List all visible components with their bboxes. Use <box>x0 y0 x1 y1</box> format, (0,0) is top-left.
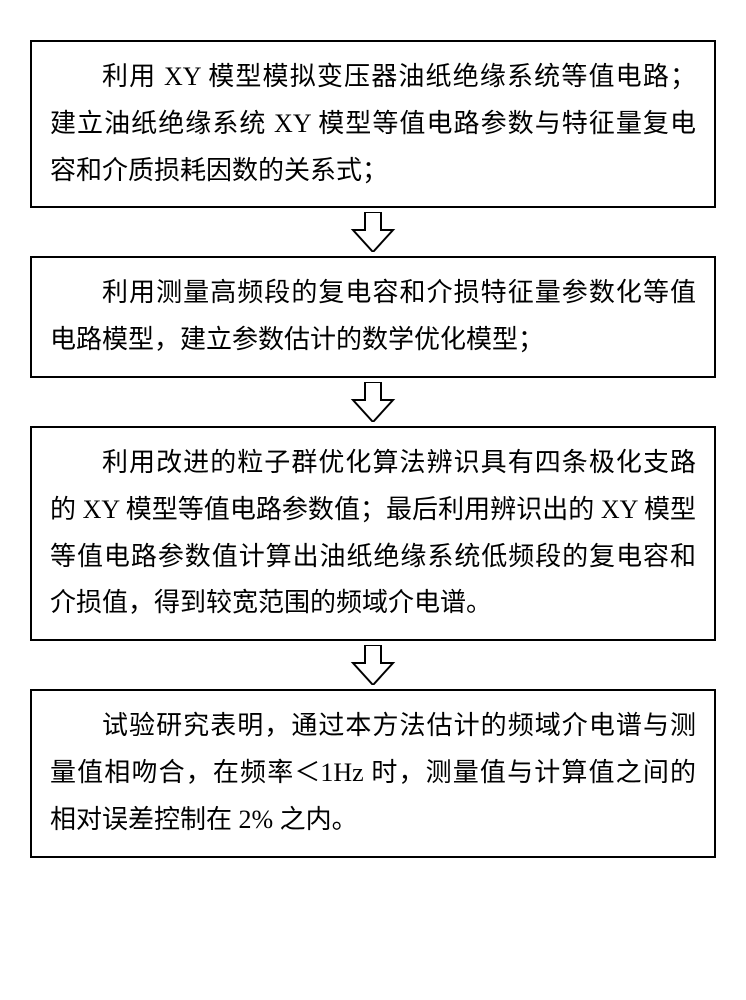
flowchart-box-2: 利用测量高频段的复电容和介损特征量参数化等值电路模型，建立参数估计的数学优化模型… <box>30 256 716 378</box>
flowchart-box-1: 利用 XY 模型模拟变压器油纸绝缘系统等值电路；建立油纸绝缘系统 XY 模型等值… <box>30 40 716 208</box>
box-text: 试验研究表明，通过本方法估计的频域介电谱与测量值相吻合，在频率＜1Hz 时，测量… <box>50 703 696 843</box>
box-text: 利用 XY 模型模拟变压器油纸绝缘系统等值电路；建立油纸绝缘系统 XY 模型等值… <box>50 54 696 194</box>
flowchart-container: 利用 XY 模型模拟变压器油纸绝缘系统等值电路；建立油纸绝缘系统 XY 模型等值… <box>30 40 716 858</box>
arrow-3 <box>348 645 398 685</box>
flowchart-box-3: 利用改进的粒子群优化算法辨识具有四条极化支路的 XY 模型等值电路参数值；最后利… <box>30 426 716 641</box>
arrow-1 <box>348 212 398 252</box>
box-text: 利用改进的粒子群优化算法辨识具有四条极化支路的 XY 模型等值电路参数值；最后利… <box>50 440 696 627</box>
down-arrow-icon <box>348 212 398 252</box>
down-arrow-icon <box>348 382 398 422</box>
box-text: 利用测量高频段的复电容和介损特征量参数化等值电路模型，建立参数估计的数学优化模型… <box>50 270 696 364</box>
flowchart-box-4: 试验研究表明，通过本方法估计的频域介电谱与测量值相吻合，在频率＜1Hz 时，测量… <box>30 689 716 857</box>
down-arrow-icon <box>348 645 398 685</box>
arrow-2 <box>348 382 398 422</box>
